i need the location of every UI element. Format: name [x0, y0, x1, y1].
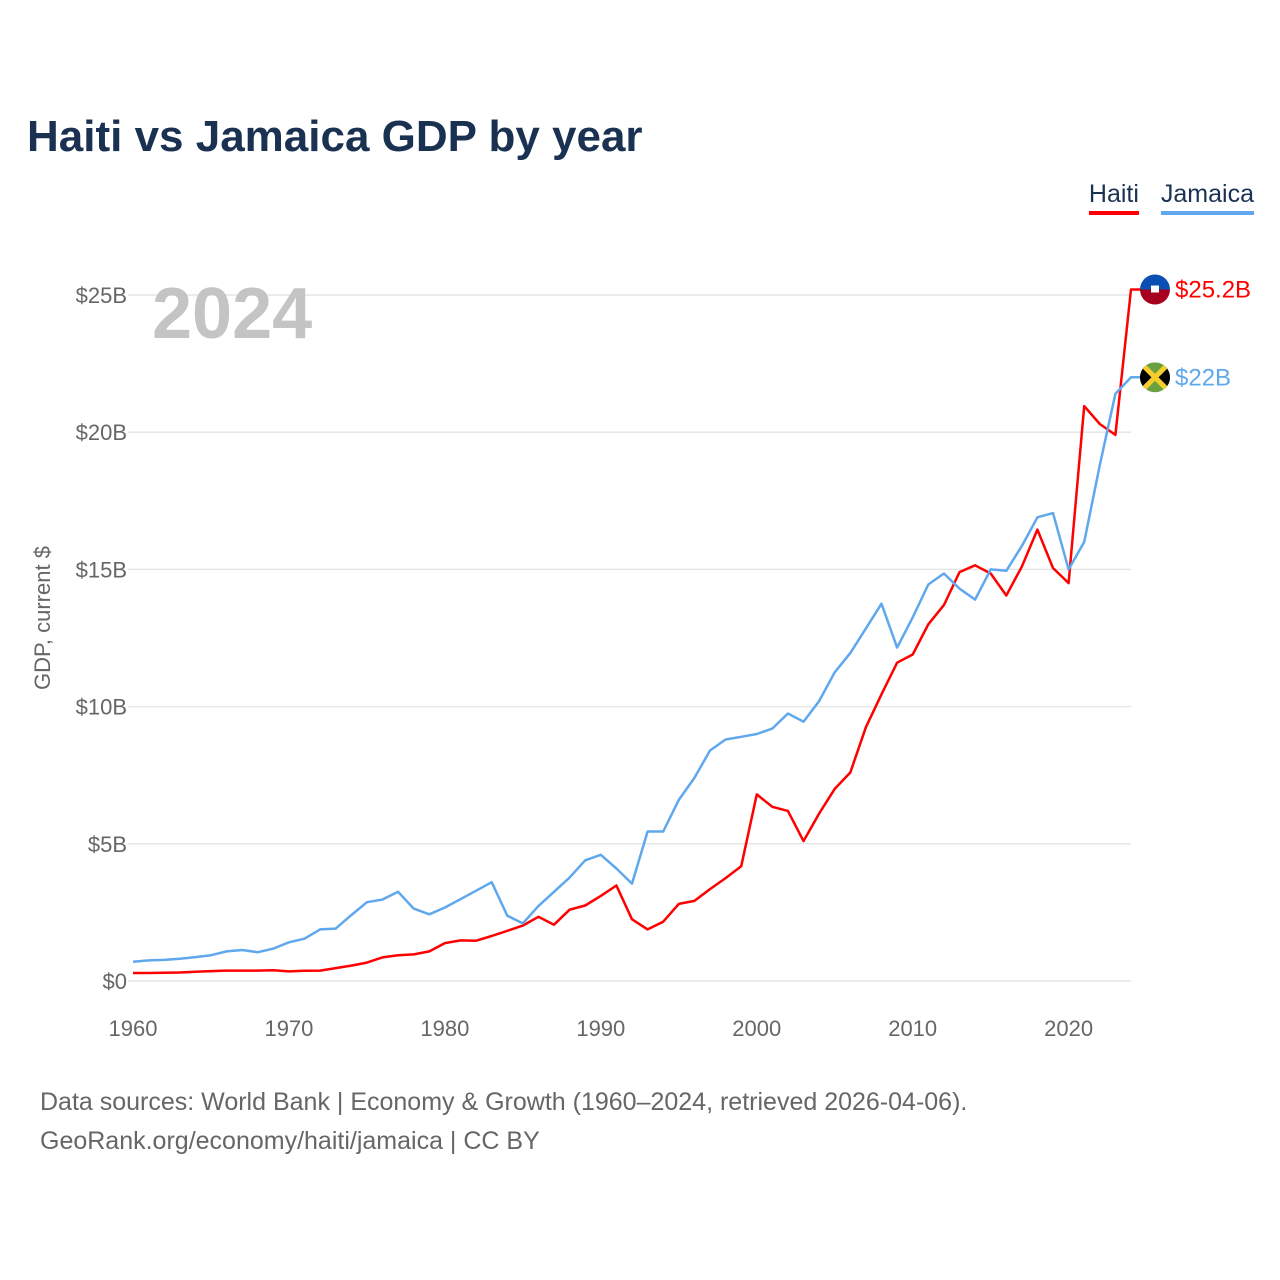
chart-title: Haiti vs Jamaica GDP by year: [27, 112, 643, 161]
end-value-label-haiti: $25.2B: [1175, 277, 1251, 304]
x-tick-label: 2010: [888, 1016, 937, 1041]
y-axis-label: GDP, current $: [30, 546, 55, 690]
y-tick-label: $0: [103, 969, 127, 994]
legend-haiti[interactable]: Haiti: [1088, 180, 1139, 215]
x-tick-label: 1990: [576, 1016, 625, 1041]
x-tick-label: 1960: [109, 1016, 158, 1041]
haiti-flag-icon: [1140, 274, 1170, 305]
end-value-label-jamaica: $22B: [1175, 364, 1231, 391]
x-tick-label: 2000: [732, 1016, 781, 1041]
legend-jamaica[interactable]: Jamaica: [1160, 180, 1254, 215]
year-label: 2024: [152, 274, 312, 354]
y-tick-label: $25B: [76, 283, 127, 308]
x-tick-label: 1970: [264, 1016, 313, 1041]
legend: Haiti Jamaica: [1088, 180, 1254, 215]
footer: Data sources: World Bank | Economy & Gro…: [40, 1083, 967, 1161]
series-line-haiti: [133, 288, 1155, 975]
x-tick-label: 2020: [1044, 1016, 1093, 1041]
y-tick-label: $20B: [76, 420, 127, 445]
footer-sources: Data sources: World Bank | Economy & Gro…: [40, 1088, 968, 1116]
x-tick-label: 1980: [420, 1016, 469, 1041]
jamaica-flag-icon: [1140, 362, 1170, 393]
footer-url: GeoRank.org/economy/haiti/jamaica | CC B…: [40, 1127, 540, 1155]
y-tick-label: $10B: [76, 695, 127, 720]
series-line-jamaica: [132, 376, 1155, 964]
y-tick-label: $5B: [88, 832, 127, 857]
y-tick-label: $15B: [76, 557, 127, 582]
